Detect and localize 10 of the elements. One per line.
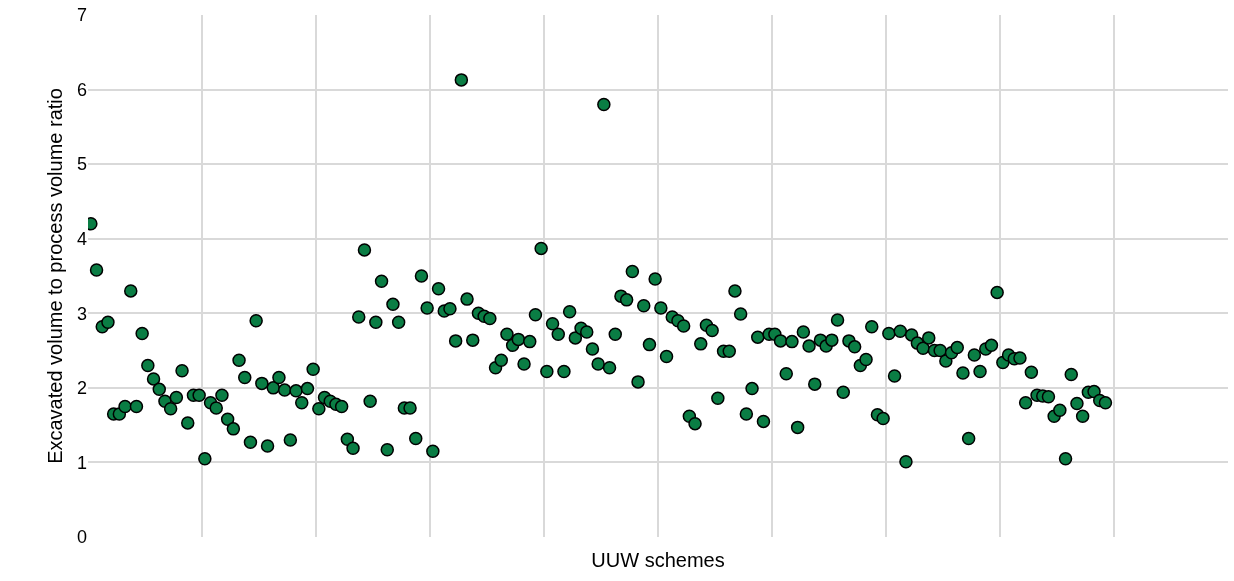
y-tick-label: 4 — [76, 229, 87, 250]
y-tick-label: 6 — [76, 79, 87, 100]
x-axis-title: UUW schemes — [591, 548, 725, 571]
y-tick-label: 5 — [76, 154, 87, 175]
y-tick-label: 3 — [76, 303, 87, 324]
y-tick-label: 1 — [76, 452, 87, 473]
y-tick-label: 7 — [76, 5, 87, 26]
y-axis-title: Excavated volume to process volume ratio — [44, 88, 67, 464]
y-tick-label: 2 — [76, 378, 87, 399]
y-tick-label: 0 — [76, 527, 87, 548]
